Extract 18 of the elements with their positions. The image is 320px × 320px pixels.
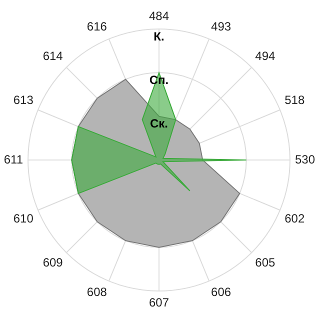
y-tick-label: К. — [154, 29, 164, 44]
spoke-label: 613 — [13, 93, 34, 108]
spoke-label: 611 — [4, 152, 24, 166]
spoke-label: 494 — [255, 48, 276, 63]
spoke-label: 605 — [255, 256, 276, 270]
spoke-label: 608 — [86, 285, 108, 300]
spoke-label: 493 — [211, 19, 232, 34]
spoke-label: 602 — [284, 212, 305, 226]
spoke-label: 616 — [86, 19, 108, 34]
spoke-label: 614 — [42, 48, 64, 63]
y-tick-label: Ск. — [150, 116, 168, 131]
spoke-label: 606 — [211, 285, 232, 300]
spoke-label: 607 — [148, 295, 170, 310]
spoke-label: 610 — [13, 212, 34, 226]
spoke-label: 609 — [42, 256, 64, 270]
spoke-label: 484 — [148, 9, 170, 24]
spoke-label: 518 — [284, 93, 305, 108]
spoke-label: 530 — [294, 152, 316, 166]
